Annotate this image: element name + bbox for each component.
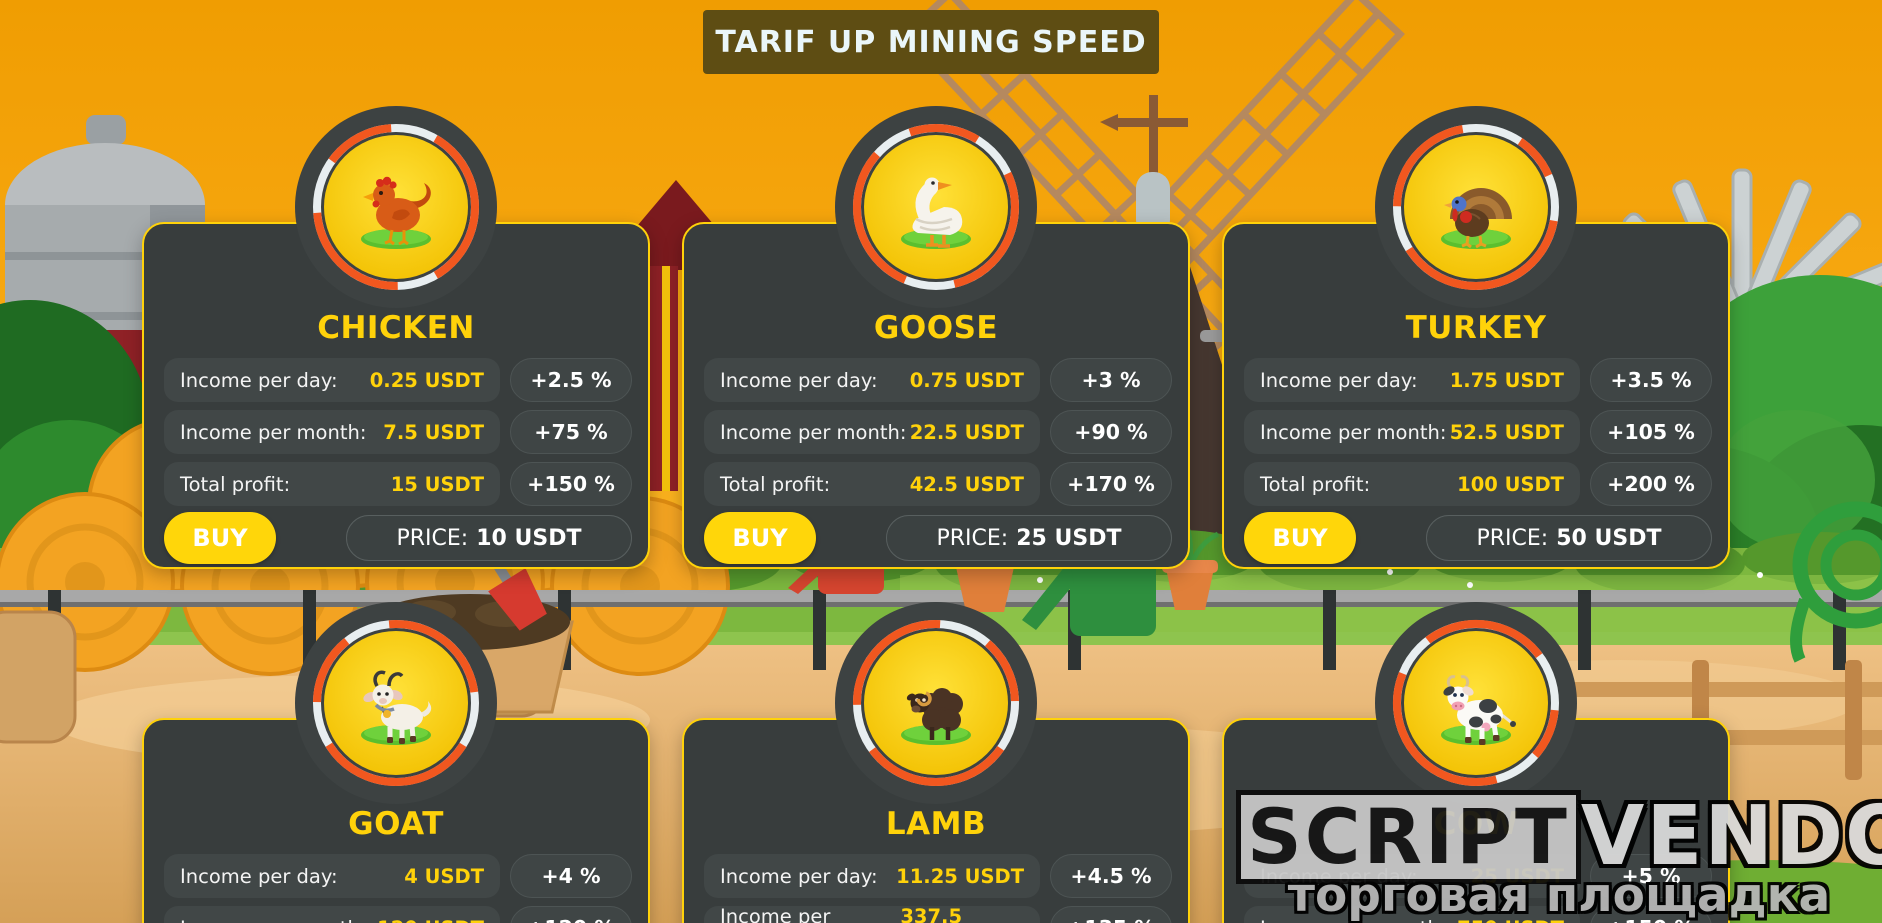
garden-hose-illustration: [1790, 501, 1882, 663]
percent-badge: +75 %: [510, 410, 632, 454]
row-value: 750 USDT: [1457, 917, 1564, 923]
price-label: PRICE:: [396, 525, 469, 551]
cow-icon: [1374, 601, 1578, 805]
watermark-script-text: SCRIPT: [1236, 790, 1581, 884]
row-value: 52.5 USDT: [1449, 420, 1564, 444]
page-title: TARIF UP MINING SPEED: [703, 10, 1159, 74]
tariff-card-goat: GOAT Income per day: 4 USDT +4 % Income p…: [142, 602, 650, 923]
card-title: TURKEY: [1405, 310, 1547, 346]
total-profit-row: Total profit: 42.5 USDT +170 %: [704, 462, 1172, 506]
income-month-row: Income per month: 7.5 USDT +75 %: [164, 410, 632, 454]
income-day-row: Income per day: 0.25 USDT +2.5 %: [164, 358, 632, 402]
watermark-subtitle: торговая площадка: [1287, 868, 1831, 923]
price-value: 25 USDT: [1016, 525, 1122, 551]
row-label: Income per month:: [180, 420, 367, 444]
income-month-row: Income per month: 52.5 USDT +105 %: [1244, 410, 1712, 454]
row-label: Income per month:: [720, 420, 907, 444]
percent-badge: +4.5 %: [1050, 854, 1172, 898]
row-label: Income per day:: [180, 368, 338, 392]
total-profit-row: Total profit: 15 USDT +150 %: [164, 462, 632, 506]
row-label: Income per day:: [720, 368, 878, 392]
row-value: 11.25 USDT: [896, 864, 1024, 888]
percent-badge: +135 %: [1050, 906, 1172, 923]
percent-badge: +90 %: [1050, 410, 1172, 454]
buy-button[interactable]: BUY: [704, 512, 816, 564]
goat-icon: [294, 601, 498, 805]
card-title: CHICKEN: [317, 310, 475, 346]
income-day-row: Income per day: 0.75 USDT +3 %: [704, 358, 1172, 402]
percent-badge: +150 %: [510, 462, 632, 506]
row-label: Income per day:: [1260, 368, 1418, 392]
price-label: PRICE:: [936, 525, 1009, 551]
tariff-card-turkey: TURKEY Income per day: 1.75 USDT +3.5 % I…: [1222, 106, 1730, 569]
tariff-card-goose: GOOSE Income per day: 0.75 USDT +3 % Inco…: [682, 106, 1190, 569]
price-badge: PRICE: 10 USDT: [346, 515, 632, 561]
watermark-vendor-text: VENDOR: [1580, 789, 1882, 884]
turkey-icon: [1374, 105, 1578, 309]
row-label: Total profit:: [1260, 472, 1371, 496]
row-label: Income per day:: [720, 864, 878, 888]
goose-icon: [834, 105, 1038, 309]
row-value: 0.75 USDT: [909, 368, 1024, 392]
row-value: 337.5 USDT: [900, 905, 963, 923]
row-value: 15 USDT: [390, 472, 484, 496]
row-label: Income per month:: [720, 905, 831, 923]
price-value: 10 USDT: [476, 525, 582, 551]
income-month-row: Income per month: 120 USDT +120 %: [164, 906, 632, 923]
row-value: 120 USDT: [377, 917, 484, 923]
price-value: 50 USDT: [1556, 525, 1662, 551]
price-badge: PRICE: 25 USDT: [886, 515, 1172, 561]
income-day-row: Income per day: 4 USDT +4 %: [164, 854, 632, 898]
row-value: 42.5 USDT: [909, 472, 1024, 496]
row-label: Income per day:: [180, 864, 338, 888]
row-label: Total profit:: [180, 472, 291, 496]
percent-badge: +4 %: [510, 854, 632, 898]
income-day-row: Income per day: 11.25 USDT +4.5 %: [704, 854, 1172, 898]
card-title: LAMB: [885, 806, 987, 842]
percent-badge: +3 %: [1050, 358, 1172, 402]
row-label: Total profit:: [720, 472, 831, 496]
lamb-icon: [834, 601, 1038, 805]
row-label: Income per month:: [1260, 917, 1446, 923]
percent-badge: +105 %: [1590, 410, 1712, 454]
income-month-row: Income per month: 337.5 USDT +135 %: [704, 905, 1172, 923]
price-badge: PRICE: 50 USDT: [1426, 515, 1712, 561]
row-value: 0.25 USDT: [369, 368, 484, 392]
row-value: 100 USDT: [1457, 472, 1564, 496]
tariff-card-chicken: CHICKEN Income per day: 0.25 USDT +2.5 % …: [142, 106, 650, 569]
total-profit-row: Total profit: 100 USDT +200 %: [1244, 462, 1712, 506]
percent-badge: +200 %: [1590, 462, 1712, 506]
card-title: GOAT: [348, 806, 444, 842]
percent-badge: +3.5 %: [1590, 358, 1712, 402]
card-title: GOOSE: [873, 310, 999, 346]
income-day-row: Income per day: 1.75 USDT +3.5 %: [1244, 358, 1712, 402]
watermark-logo: SCRIPTVENDOR: [1236, 790, 1882, 884]
percent-badge: +120 %: [510, 906, 632, 923]
percent-badge: +2.5 %: [510, 358, 632, 402]
price-label: PRICE:: [1476, 525, 1549, 551]
percent-badge: +170 %: [1050, 462, 1172, 506]
percent-badge: +5 %: [1590, 854, 1712, 898]
tariff-card-lamb: LAMB Income per day: 11.25 USDT +4.5 % In…: [682, 602, 1190, 923]
row-value: 22.5 USDT: [909, 420, 1024, 444]
chicken-icon: [294, 105, 498, 309]
row-label: Income per month:: [180, 917, 366, 923]
income-month-row: Income per month: 22.5 USDT +90 %: [704, 410, 1172, 454]
row-value: 7.5 USDT: [383, 420, 484, 444]
watermark: SCRIPTVENDOR торговая площадка: [1236, 790, 1882, 919]
row-value: 1.75 USDT: [1449, 368, 1564, 392]
row-value: 4 USDT: [404, 864, 484, 888]
income-month-row: Income per month:750 USDT +150 %: [1244, 906, 1712, 923]
buy-button[interactable]: BUY: [164, 512, 276, 564]
row-label: Income per month:: [1260, 420, 1447, 444]
buy-button[interactable]: BUY: [1244, 512, 1356, 564]
